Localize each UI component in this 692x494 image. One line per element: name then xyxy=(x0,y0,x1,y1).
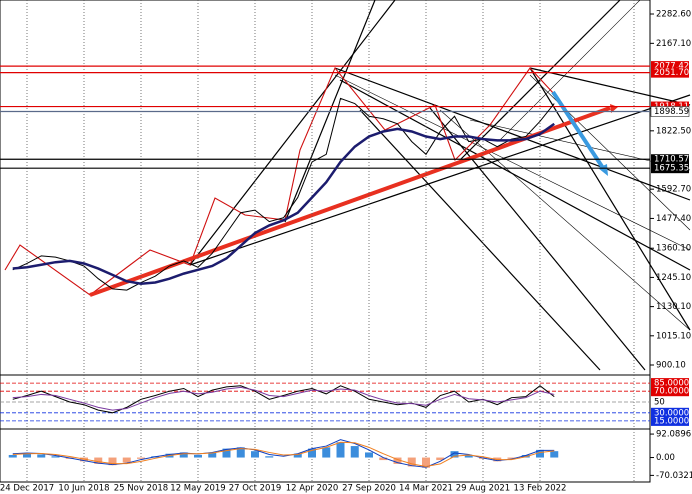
series-line xyxy=(12,385,555,414)
level-label: 85.0000 xyxy=(654,379,689,389)
y-tick-label: 0.00 xyxy=(656,453,675,463)
level-label: 50 xyxy=(654,398,665,408)
zigzag xyxy=(4,66,556,296)
y-tick-label: 1130.10 xyxy=(656,302,691,312)
level-label: 2077.42 xyxy=(654,62,689,72)
histogram-bar xyxy=(8,454,17,458)
histogram-bar xyxy=(179,452,188,458)
histogram-bar xyxy=(137,457,145,459)
y-tick-label: 1015.10 xyxy=(656,331,691,341)
level-label-box xyxy=(651,415,689,426)
level-label: 30.0000 xyxy=(654,408,689,418)
histogram-bar xyxy=(507,457,516,459)
trend-line xyxy=(499,0,641,141)
histogram-bar xyxy=(122,457,131,463)
histogram-bar xyxy=(51,456,60,458)
series-line xyxy=(12,97,555,291)
series-line xyxy=(12,439,555,468)
histogram-bar xyxy=(336,442,345,458)
trend-line xyxy=(189,0,396,266)
y-tick-label: 1477.40 xyxy=(656,214,691,224)
x-tick-label: 12 Apr 2020 xyxy=(286,484,339,494)
level-label: 15.0000 xyxy=(654,416,689,426)
level-label-box xyxy=(651,407,689,418)
level-label-box xyxy=(651,397,689,407)
arrow-head xyxy=(598,164,608,176)
level-label-box xyxy=(651,61,689,72)
y-tick-label: 2167.10 xyxy=(656,39,691,49)
histogram-bar xyxy=(550,451,559,458)
histogram-bar xyxy=(536,449,544,458)
series-line xyxy=(12,441,555,467)
trend-line xyxy=(439,109,691,331)
x-tick-label: 14 Mar 2021 xyxy=(399,484,453,494)
level-label: 1898.59 xyxy=(654,107,689,117)
y-tick-label: 1360.10 xyxy=(656,244,691,254)
level-label: 1675.35 xyxy=(654,164,689,174)
level-label-box xyxy=(651,163,689,174)
level-label: 1710.57 xyxy=(654,155,689,165)
y-tick-label: 1245.10 xyxy=(656,273,691,283)
x-tick-label: 13 Feb 2022 xyxy=(514,484,567,494)
histogram-bar xyxy=(222,448,231,458)
x-tick-label: 27 Sep 2020 xyxy=(342,484,396,494)
histogram-bar xyxy=(464,454,473,458)
x-tick-label: 27 Oct 2019 xyxy=(229,484,282,494)
histogram-bar xyxy=(393,457,402,464)
level-label: 2051.70 xyxy=(654,68,689,78)
histogram-bar xyxy=(379,457,388,461)
trend-line xyxy=(334,74,691,251)
histogram-bar xyxy=(251,451,259,458)
level-label-box xyxy=(651,67,689,78)
level-label-box xyxy=(651,154,689,165)
trend-line xyxy=(529,67,691,106)
level-label-box xyxy=(650,106,690,117)
histogram-bar xyxy=(322,447,331,458)
projection-arrow xyxy=(551,90,605,170)
trend-line xyxy=(429,107,646,371)
histogram-bar xyxy=(308,448,316,458)
y-tick-label: -70.0321 xyxy=(656,471,692,481)
y-tick-label: 1822.50 xyxy=(656,126,691,136)
series-line xyxy=(12,122,555,286)
y-tick-label: 900.10 xyxy=(656,360,686,370)
histogram-bar xyxy=(236,447,245,458)
y-tick-label: 1592.70 xyxy=(656,185,691,195)
histogram-bar xyxy=(293,453,302,458)
trend-line xyxy=(334,67,691,201)
histogram-bar xyxy=(108,457,117,466)
histogram-bar xyxy=(94,457,103,464)
histogram-bar xyxy=(422,457,430,468)
x-tick-label: 24 Dec 2017 xyxy=(0,484,54,494)
histogram-bar xyxy=(208,452,217,458)
trend-line xyxy=(459,0,621,161)
trend-line xyxy=(189,94,691,266)
y-tick-label: 92.0896 xyxy=(656,430,691,440)
trend-line xyxy=(359,109,601,371)
level-label-box xyxy=(651,386,689,397)
series-line xyxy=(12,386,555,411)
x-tick-label: 29 Aug 2021 xyxy=(456,484,510,494)
x-tick-label: 12 May 2019 xyxy=(170,484,225,494)
histogram-bar xyxy=(23,453,31,458)
x-tick-label: 25 Nov 2018 xyxy=(114,484,168,494)
x-tick-label: 10 Jun 2018 xyxy=(58,484,109,494)
level-label: 70.0000 xyxy=(654,387,689,397)
histogram-bar xyxy=(37,454,46,458)
histogram-bar xyxy=(436,457,445,461)
histogram-bar xyxy=(365,452,373,458)
histogram-bar xyxy=(265,456,274,458)
level-label-box xyxy=(651,378,689,389)
histogram-bar xyxy=(350,446,359,458)
histogram-bar xyxy=(450,451,459,458)
histogram-bar xyxy=(407,457,416,467)
histogram-bar xyxy=(194,454,202,458)
y-tick-label: 2282.60 xyxy=(656,10,691,20)
